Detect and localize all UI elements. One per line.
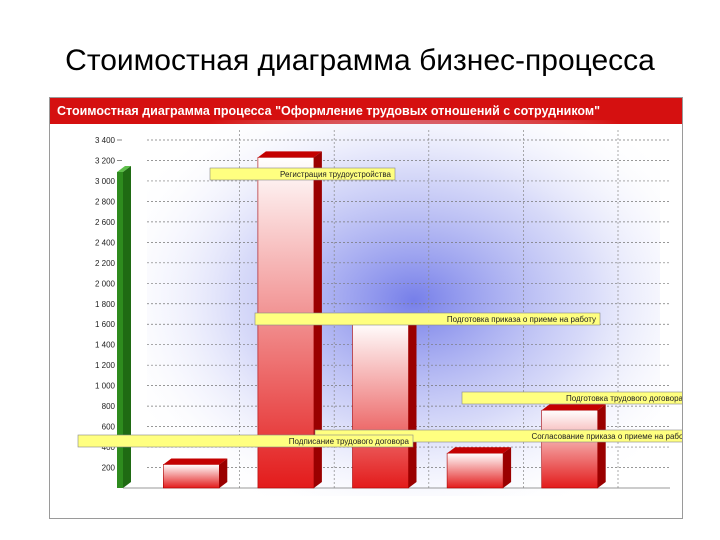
bar-top	[541, 404, 606, 411]
axis-wall-side	[123, 166, 131, 488]
bar	[352, 316, 417, 489]
y-tick-label: 1 200	[95, 361, 116, 370]
annotation-label: Регистрация трудоустройства	[280, 170, 392, 179]
bar-top	[447, 447, 512, 454]
y-tick-label: 3 400	[95, 136, 116, 145]
axis-wall-top	[117, 166, 131, 172]
bar-front	[541, 409, 599, 489]
chart-frame: Стоимостная диаграмма процесса "Оформлен…	[49, 97, 683, 519]
annotation-box	[254, 312, 601, 326]
y-tick-label: 1 600	[95, 320, 116, 329]
y-tick-label: 2 600	[95, 218, 116, 227]
y-tick-label: 1 400	[95, 341, 116, 350]
annotation-box	[77, 434, 414, 448]
y-tick-label: 2 400	[95, 238, 116, 247]
y-tick-label: 3 000	[95, 177, 116, 186]
bar-side	[503, 447, 512, 488]
bar-side	[597, 404, 606, 488]
bar-front	[163, 464, 220, 489]
bar	[541, 404, 606, 489]
bar-top	[163, 458, 228, 465]
bar-front	[446, 452, 504, 489]
annotation-box	[461, 391, 682, 405]
annotation-label: Подготовка трудового договора	[566, 394, 682, 403]
slide-title: Стоимостная диаграмма бизнес-процесса	[65, 44, 655, 77]
annotation-callout: Подписание трудового договора	[77, 434, 414, 448]
bar-side	[219, 458, 228, 488]
annotation-box	[209, 167, 396, 181]
bar	[163, 458, 228, 489]
annotation-callout: Подготовка приказа о приеме на работу	[254, 312, 601, 326]
annotation-callout: Подготовка трудового договора	[461, 391, 682, 405]
y-tick-label: 200	[102, 464, 116, 473]
bar-top	[257, 151, 322, 158]
y-tick-label: 1 000	[95, 382, 116, 391]
y-tick-label: 2 000	[95, 279, 116, 288]
bar	[446, 447, 512, 489]
annotation-label: Подписание трудового договора	[289, 437, 410, 446]
chart-title: Стоимостная диаграмма процесса "Оформлен…	[50, 98, 682, 124]
annotation-label: Согласование приказа о приеме на работу	[531, 432, 682, 441]
y-tick-label: 1 800	[95, 300, 116, 309]
annotation-label: Подготовка приказа о приеме на работу	[447, 315, 596, 324]
y-tick-label: 800	[102, 402, 116, 411]
y-tick-label: 3 200	[95, 156, 116, 165]
bar-side	[408, 316, 417, 488]
y-tick-label: 2 800	[95, 197, 116, 206]
y-tick-label: 400	[102, 443, 116, 452]
bar-front	[352, 321, 409, 489]
annotation-callout: Регистрация трудоустройства	[209, 167, 396, 181]
y-tick-label: 2 200	[95, 259, 116, 268]
axis-wall	[117, 172, 123, 488]
y-tick-label: 600	[102, 423, 116, 432]
cost-bar-chart: 200 400 600 800 1 000 1 200 1 400 1 600 1 800 2 0…	[77, 120, 682, 496]
